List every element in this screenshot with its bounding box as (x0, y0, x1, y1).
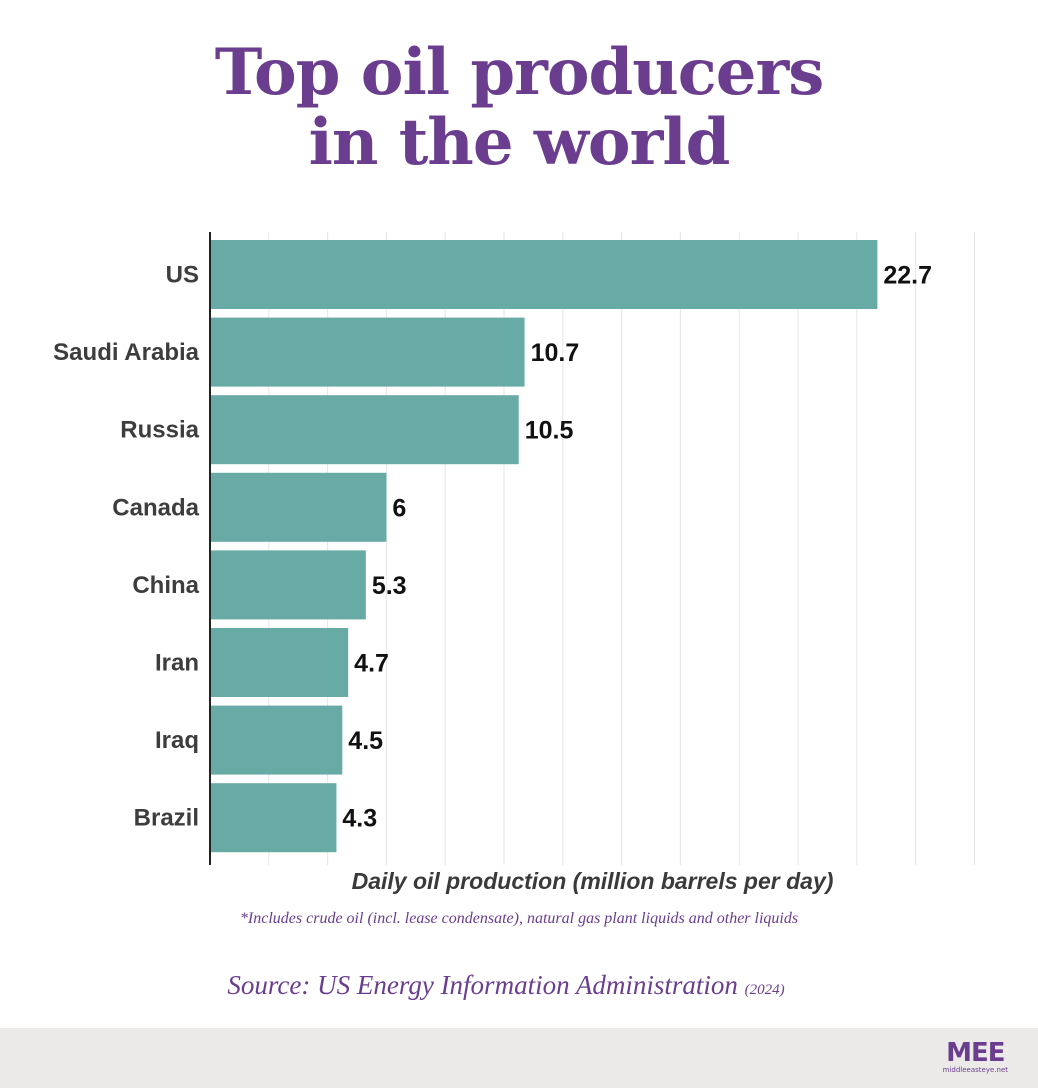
category-label: Brazil (134, 805, 199, 832)
bar (210, 705, 343, 775)
logo-mark: MEE (946, 1038, 1005, 1068)
title-line-2: in the world (308, 105, 731, 180)
value-label: 5.3 (372, 572, 407, 600)
logo-url: middleeasteye.net (942, 1066, 1008, 1074)
category-label: Russia (120, 417, 199, 444)
value-label: 4.3 (342, 805, 377, 833)
category-label: Iraq (155, 727, 199, 754)
bar (210, 317, 525, 387)
value-label: 4.5 (348, 727, 383, 755)
chart-title: Top oil producers in the world (0, 38, 1038, 178)
category-label: US (166, 262, 199, 289)
x-axis-label: Daily oil production (million barrels pe… (351, 868, 834, 894)
source-text: Source: US Energy Information Administra… (227, 970, 738, 1000)
bar (210, 240, 878, 309)
value-label: 22.7 (883, 262, 932, 290)
title-line-1: Top oil producers (214, 35, 824, 110)
category-label: Iran (155, 650, 199, 677)
category-label: Canada (112, 494, 199, 521)
value-label: 6 (392, 494, 406, 522)
mee-logo[interactable]: MEE middleeasteye.net (943, 1040, 1008, 1075)
footnote: *Includes crude oil (incl. lease condens… (239, 910, 799, 927)
value-label: 4.7 (354, 650, 389, 678)
value-label: 10.5 (525, 417, 574, 445)
category-label: China (132, 572, 199, 599)
bar (210, 395, 519, 465)
source-year: (2024) (744, 982, 785, 998)
bar (210, 628, 349, 697)
value-label: 10.7 (531, 339, 580, 367)
source-line: Source: US Energy Information Administra… (0, 970, 1012, 1001)
bar (210, 550, 366, 620)
bar (210, 783, 337, 853)
category-label: Saudi Arabia (53, 339, 199, 366)
bar (210, 472, 387, 542)
footer-bar: MEE middleeasteye.net (0, 1028, 1038, 1088)
